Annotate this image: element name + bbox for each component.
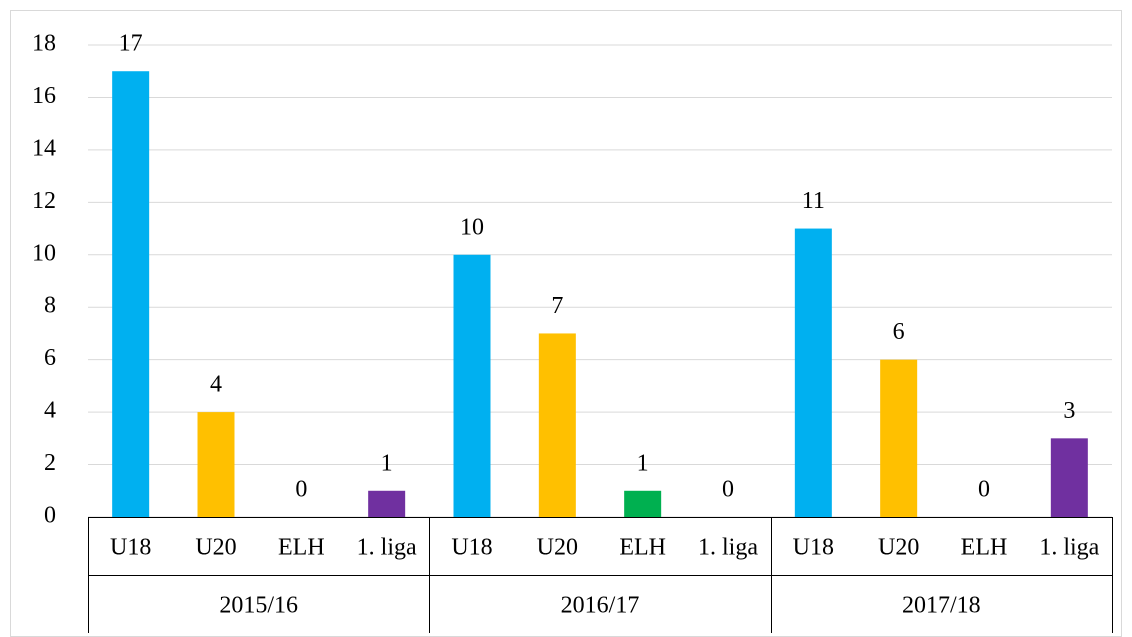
x-tick-label: U20: [878, 535, 919, 561]
y-tick-label: 0: [44, 503, 56, 529]
x-tick-label: 1. liga: [1039, 535, 1099, 561]
data-label: 1: [381, 450, 393, 476]
y-tick-label: 6: [44, 345, 56, 371]
data-label: 0: [722, 477, 734, 503]
data-label: 7: [551, 293, 563, 319]
y-tick-label: 10: [32, 240, 56, 266]
chart-border: [10, 10, 1122, 637]
data-label: 0: [978, 477, 990, 503]
y-tick-label: 18: [32, 31, 56, 57]
data-label: 6: [893, 319, 905, 345]
bar: [112, 71, 150, 517]
group-label: 2017/18: [902, 593, 981, 619]
y-tick-label: 12: [32, 188, 56, 214]
bar: [197, 412, 235, 517]
x-tick-label: 1. liga: [698, 535, 758, 561]
group-label: 2015/16: [219, 593, 298, 619]
y-tick-label: 16: [32, 83, 56, 109]
group-label: 2016/17: [561, 593, 640, 619]
data-label: 1: [637, 450, 649, 476]
bar: [453, 254, 491, 517]
data-label: 11: [802, 188, 825, 214]
bar: [1050, 438, 1088, 517]
bar: [880, 359, 918, 517]
bar: [538, 333, 576, 517]
x-tick-label: ELH: [619, 535, 666, 561]
y-tick-label: 14: [32, 135, 56, 161]
data-label: 4: [210, 372, 222, 398]
x-tick-label: ELH: [961, 535, 1008, 561]
x-tick-label: U18: [793, 535, 834, 561]
data-label: 10: [460, 214, 484, 240]
x-tick-label: 1. liga: [357, 535, 417, 561]
y-tick-label: 4: [44, 398, 56, 424]
data-label: 0: [295, 477, 307, 503]
data-label: 17: [119, 31, 143, 57]
x-tick-label: U20: [195, 535, 236, 561]
y-tick-label: 8: [44, 293, 56, 319]
y-tick-label: 2: [44, 450, 56, 476]
bar: [624, 490, 662, 517]
bar: [368, 490, 406, 517]
x-tick-label: U18: [451, 535, 492, 561]
x-tick-label: U18: [110, 535, 151, 561]
x-tick-label: ELH: [278, 535, 325, 561]
bar: [794, 228, 832, 518]
x-tick-label: U20: [537, 535, 578, 561]
data-label: 3: [1063, 398, 1075, 424]
